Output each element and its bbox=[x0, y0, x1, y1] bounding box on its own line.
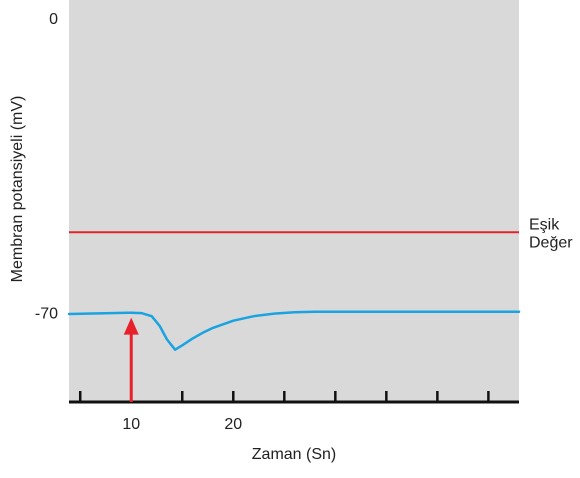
series-layer bbox=[67, 310, 521, 351]
membrane-potential-line bbox=[67, 310, 521, 351]
threshold-label: Değer bbox=[529, 234, 573, 251]
stimulus-arrow-head bbox=[123, 317, 139, 335]
x-axis-tick-labels: 10 20 bbox=[122, 416, 242, 433]
x-axis-label: Zaman (Sn) bbox=[252, 446, 336, 463]
y-axis-tick-labels: 0 -70 bbox=[35, 11, 58, 323]
x-tick-label: 10 bbox=[122, 416, 140, 433]
x-tick-label: 20 bbox=[224, 416, 242, 433]
y-axis-label: Membran potansiyeli (mV) bbox=[9, 96, 26, 283]
annotation-layer bbox=[123, 317, 139, 402]
x-axis-ticks bbox=[78, 391, 490, 402]
plot-area-background bbox=[69, 0, 519, 402]
threshold-label: Eşik bbox=[529, 216, 560, 233]
y-tick-label: -70 bbox=[35, 306, 58, 323]
y-tick-label: 0 bbox=[49, 11, 58, 28]
